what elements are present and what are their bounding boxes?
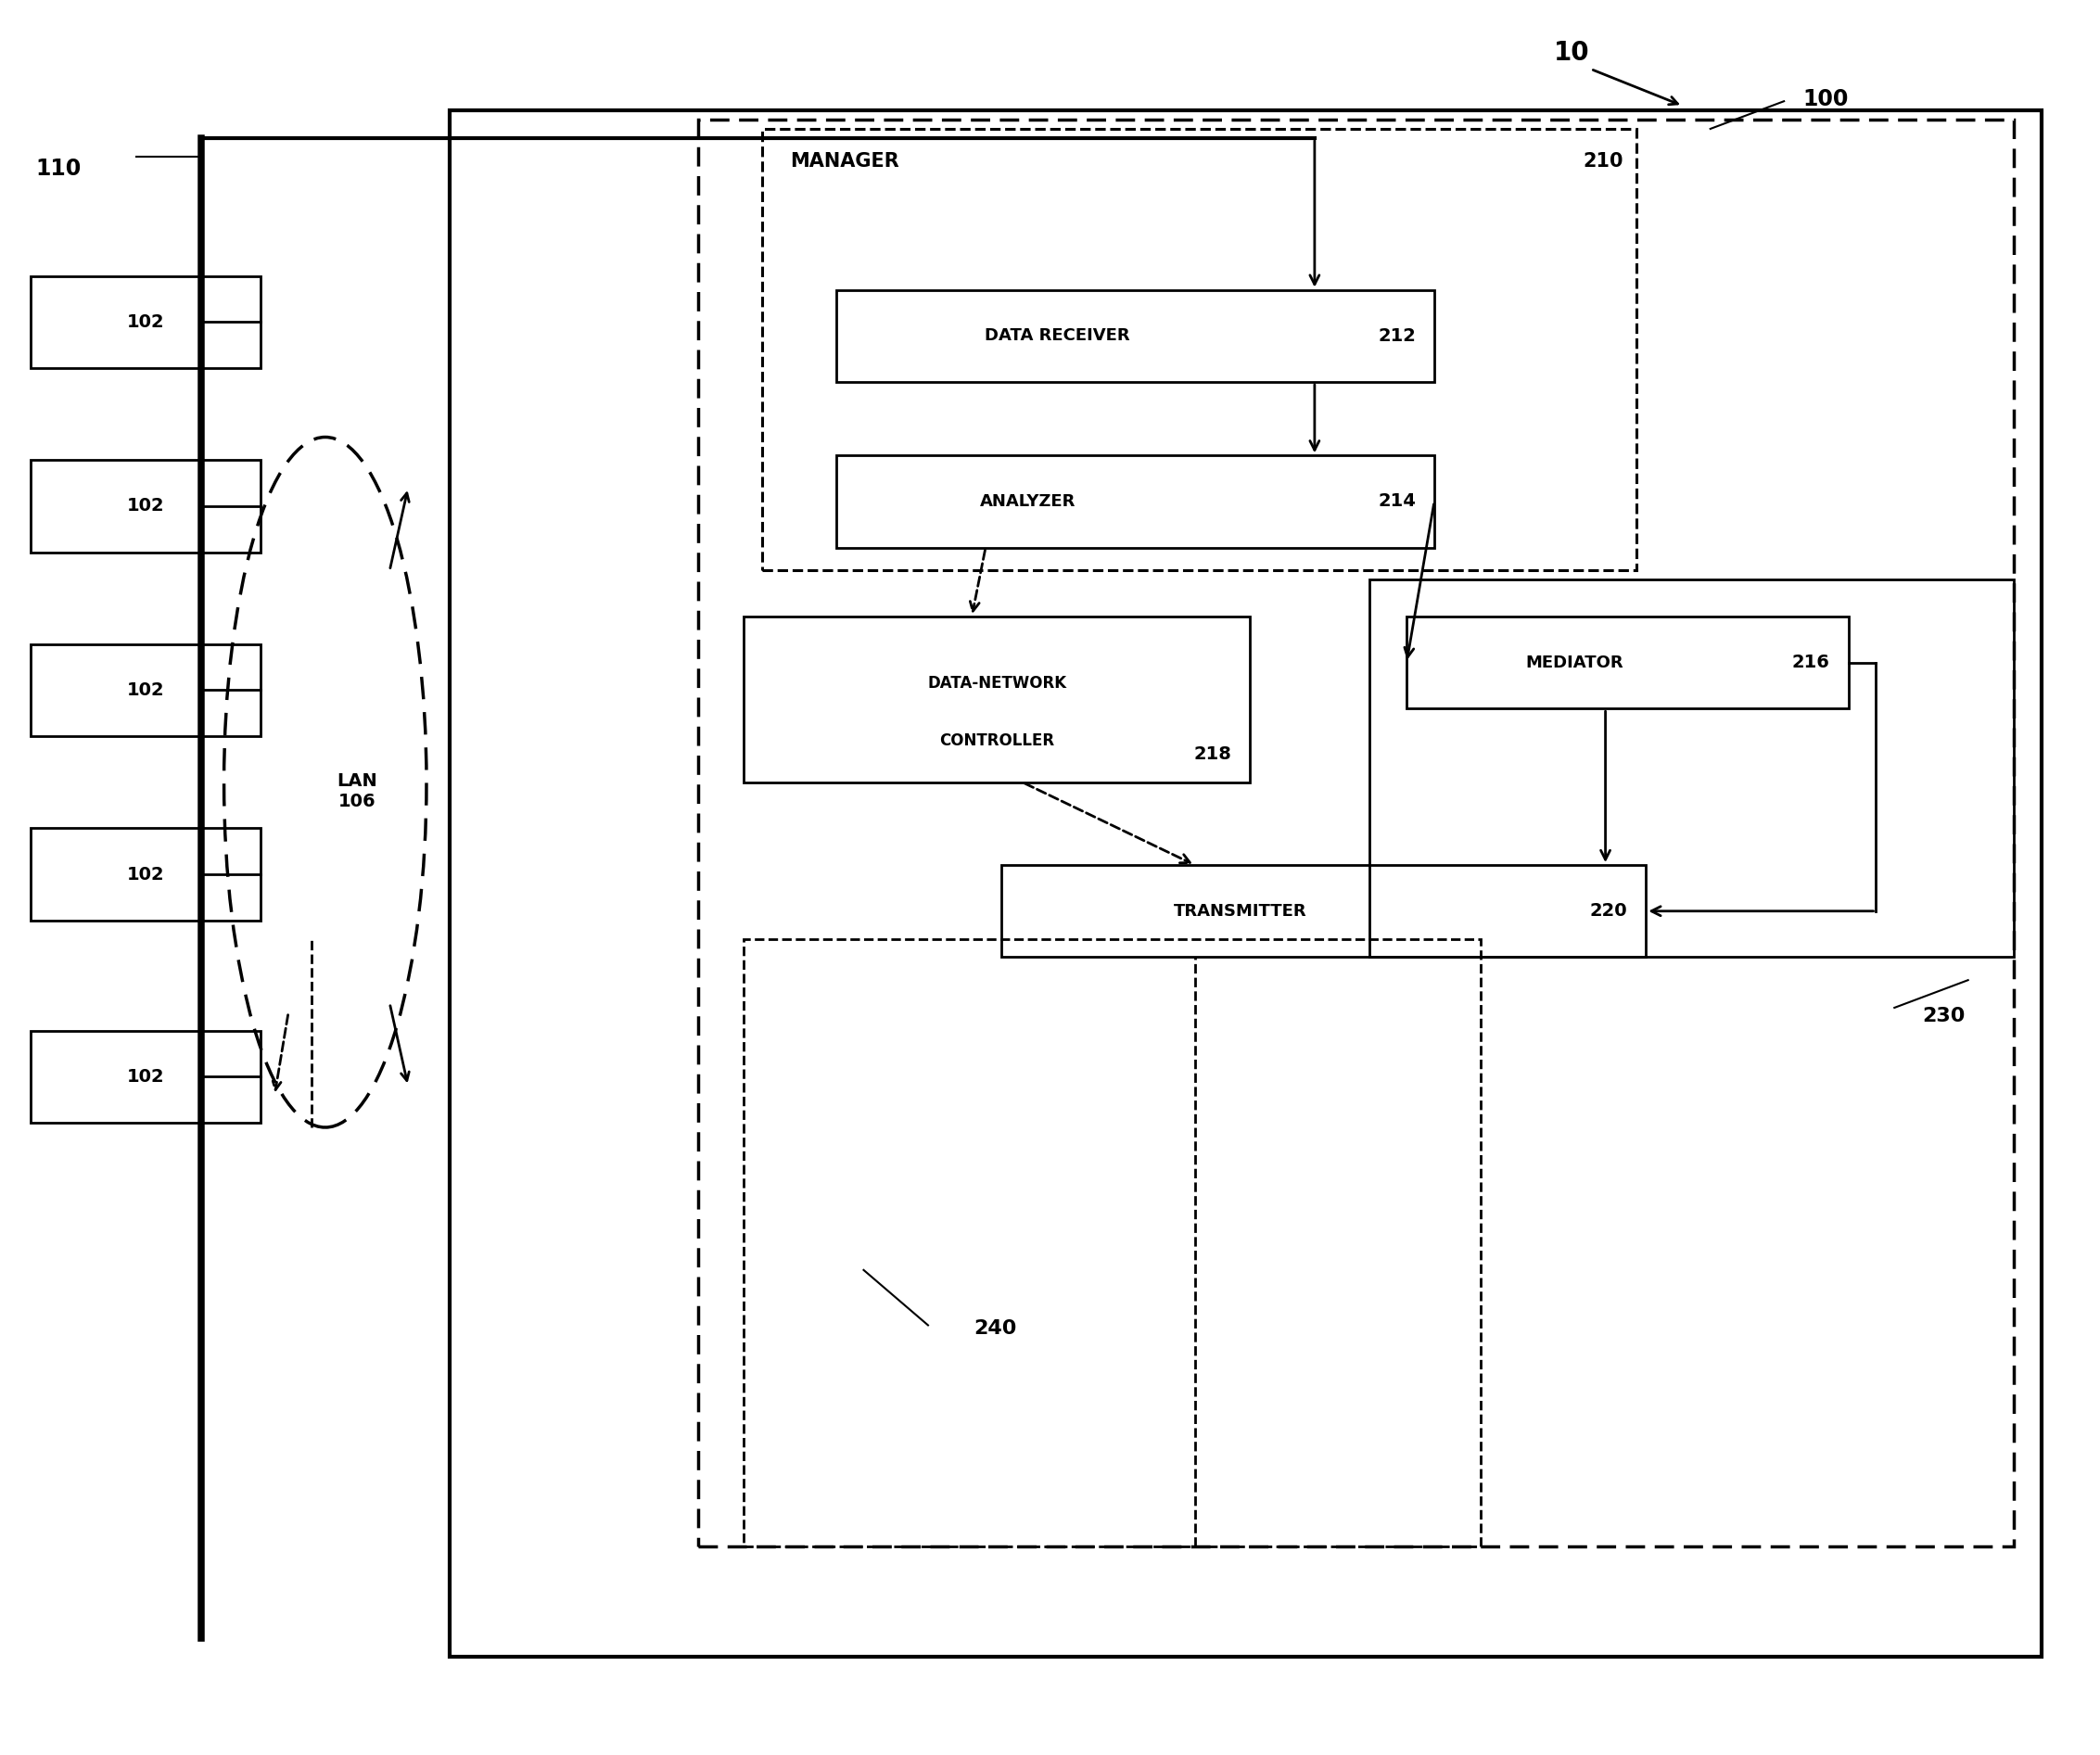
Text: 10: 10 (1554, 39, 1590, 65)
Text: LAN
106: LAN 106 (338, 772, 378, 811)
Text: 230: 230 (1921, 1007, 1966, 1025)
Text: DATA-NETWORK: DATA-NETWORK (928, 674, 1067, 691)
Text: 220: 220 (1590, 902, 1628, 920)
Bar (762, 128, 1636, 570)
Text: 100: 100 (1802, 88, 1848, 111)
Text: TRANSMITTER: TRANSMITTER (1174, 902, 1306, 920)
Bar (32, 644, 260, 737)
Text: 212: 212 (1378, 326, 1415, 344)
Text: MEDIATOR: MEDIATOR (1525, 655, 1623, 670)
Bar (32, 828, 260, 920)
Text: 102: 102 (126, 1069, 164, 1086)
Bar (697, 119, 2014, 1546)
Text: CONTROLLER: CONTROLLER (939, 732, 1054, 749)
Text: 214: 214 (1378, 493, 1415, 511)
Text: 110: 110 (36, 158, 82, 179)
Text: 216: 216 (1791, 655, 1829, 672)
Text: 102: 102 (126, 865, 164, 883)
Bar (836, 290, 1434, 383)
Bar (449, 111, 2041, 1657)
Text: ANALYZER: ANALYZER (979, 493, 1075, 511)
Bar (743, 939, 1480, 1546)
Bar (1369, 579, 2014, 956)
Bar (743, 616, 1250, 783)
Text: 102: 102 (126, 681, 164, 698)
Text: 218: 218 (1195, 746, 1233, 763)
Bar (836, 456, 1434, 548)
Text: 102: 102 (126, 314, 164, 332)
Bar (32, 276, 260, 369)
Text: MANAGER: MANAGER (790, 153, 899, 170)
Bar (32, 460, 260, 553)
Text: 210: 210 (1583, 153, 1623, 170)
Bar (32, 1030, 260, 1123)
Text: 102: 102 (126, 497, 164, 514)
Text: 240: 240 (974, 1320, 1016, 1337)
Bar (1407, 616, 1848, 709)
Text: DATA RECEIVER: DATA RECEIVER (985, 328, 1130, 344)
Bar (1002, 865, 1646, 956)
